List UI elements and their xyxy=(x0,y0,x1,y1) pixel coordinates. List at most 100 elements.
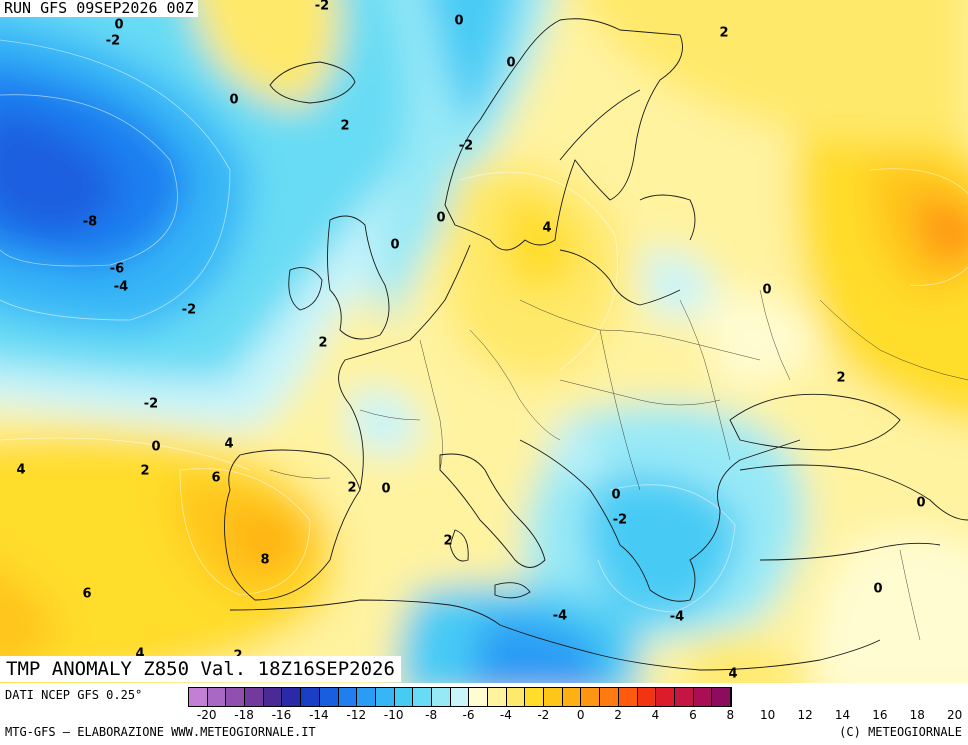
legend-swatch xyxy=(506,688,526,706)
field-validity-title: TMP ANOMALY Z850 Val. 18Z16SEP2026 xyxy=(0,656,401,682)
contour-label: -4 xyxy=(113,279,129,295)
legend-tick-label: 10 xyxy=(760,708,776,722)
contour-label: -8 xyxy=(82,214,98,230)
borders xyxy=(269,289,968,641)
legend-tick-label: -12 xyxy=(346,708,367,722)
legend-tick-label: 18 xyxy=(909,708,925,722)
contour-label: 0 xyxy=(762,282,772,298)
legend-swatch xyxy=(189,688,208,706)
legend-tick-label: -14 xyxy=(309,708,329,722)
legend-swatch xyxy=(226,688,246,706)
legend-tick-label: 14 xyxy=(834,708,851,722)
legend-swatch xyxy=(375,688,395,706)
legend-swatch xyxy=(357,688,376,706)
data-source-label: DATI NCEP GFS 0.25° xyxy=(5,688,143,702)
contour-label: 6 xyxy=(82,586,92,602)
legend-swatch xyxy=(712,688,731,706)
legend-tick-label: -4 xyxy=(499,708,512,722)
contour-label: 2 xyxy=(318,335,328,351)
contour-label: -2 xyxy=(612,512,628,528)
legend-swatch xyxy=(301,688,320,706)
contour-label: 2 xyxy=(443,533,453,549)
legend-swatch xyxy=(394,688,414,706)
contour-label: -6 xyxy=(109,261,125,277)
anomaly-field xyxy=(0,0,968,683)
coastlines xyxy=(223,18,968,671)
contour-label: -2 xyxy=(458,138,474,154)
contour-label: 0 xyxy=(390,237,400,253)
legend-swatch xyxy=(245,688,264,706)
contour-label: 4 xyxy=(224,436,234,452)
legend-swatch xyxy=(656,688,675,706)
legend-tick-label: 0 xyxy=(576,708,585,722)
legend-swatch xyxy=(338,688,358,706)
legend-swatch xyxy=(319,688,339,706)
legend-tick-label: -20 xyxy=(196,708,217,722)
contour-label: 2 xyxy=(340,118,350,134)
legend-swatch xyxy=(413,688,432,706)
legend-swatch xyxy=(469,688,488,706)
contour-label: 0 xyxy=(229,92,239,108)
model-run-title: RUN GFS 09SEP2026 00Z xyxy=(0,0,198,17)
contour-label: 0 xyxy=(454,13,464,29)
contour-label: -2 xyxy=(181,302,197,318)
legend-tick-label: 16 xyxy=(872,708,888,722)
legend-swatch xyxy=(488,688,507,706)
legend-swatch xyxy=(450,688,470,706)
legend-tick-label: -6 xyxy=(462,708,475,722)
contour-label: 2 xyxy=(836,370,846,386)
legend-swatch xyxy=(637,688,657,706)
legend-swatch xyxy=(544,688,563,706)
contour-label: -2 xyxy=(143,396,159,412)
legend-tick-label: -8 xyxy=(425,708,438,722)
contour-label: 0 xyxy=(436,210,446,226)
contour-label: -2 xyxy=(314,0,330,14)
legend-swatch xyxy=(618,688,638,706)
contour-label: 6 xyxy=(211,470,221,486)
contour-label: 0 xyxy=(873,581,883,597)
legend-tick-label: -10 xyxy=(383,708,404,722)
contour-label: 4 xyxy=(728,666,738,682)
legend-tick-label: 2 xyxy=(614,708,622,722)
contour-label: 0 xyxy=(916,495,926,511)
contour-label: -2 xyxy=(105,33,121,49)
legend-swatch xyxy=(263,688,283,706)
contour-lines xyxy=(0,39,968,613)
legend-tick-label: -18 xyxy=(234,708,254,722)
contour-label: 4 xyxy=(542,220,552,236)
copyright-label: (C) METEOGIORNALE xyxy=(839,725,962,739)
legend-tick-label: 8 xyxy=(726,708,735,722)
contour-label: 0 xyxy=(151,439,161,455)
contour-label: 0 xyxy=(506,55,516,71)
legend-swatch xyxy=(581,688,601,706)
contour-label: 4 xyxy=(16,462,26,478)
contour-label: 2 xyxy=(719,25,729,41)
legend-swatch xyxy=(600,688,619,706)
legend-swatch xyxy=(693,688,713,706)
legend-tick-label: 12 xyxy=(797,708,813,722)
legend-swatch xyxy=(562,688,582,706)
credit-label: MTG-GFS – ELABORAZIONE WWW.METEOGIORNALE… xyxy=(5,725,316,739)
contour-label: 0 xyxy=(611,487,621,503)
contour-label: -4 xyxy=(669,609,685,625)
contour-label: -4 xyxy=(552,608,568,624)
legend-swatch xyxy=(674,688,694,706)
legend-tick-label: 20 xyxy=(947,708,963,722)
contour-label: 0 xyxy=(381,481,391,497)
temperature-anomaly-map xyxy=(0,0,968,683)
color-scale-ticks: -20 -18 -16 -14 -12 -10 -8 -6 -4 -2 0 2 4 6 8 10 12 14 16 1… xyxy=(188,708,968,722)
legend-tick-label: -2 xyxy=(537,708,550,722)
legend-tick-label: -16 xyxy=(271,708,292,722)
legend-swatch xyxy=(282,688,302,706)
legend-tick-label: 4 xyxy=(651,708,660,722)
contour-label: 4 xyxy=(135,646,145,662)
contour-label: 2 xyxy=(347,480,357,496)
legend-swatch xyxy=(525,688,545,706)
legend-swatch xyxy=(431,688,451,706)
contour-label: 8 xyxy=(260,552,270,568)
contour-label: 0 xyxy=(114,17,124,33)
legend-swatch xyxy=(207,688,227,706)
legend-tick-label: 6 xyxy=(689,708,697,722)
contour-label: 2 xyxy=(140,463,150,479)
color-scale-legend xyxy=(188,687,732,707)
